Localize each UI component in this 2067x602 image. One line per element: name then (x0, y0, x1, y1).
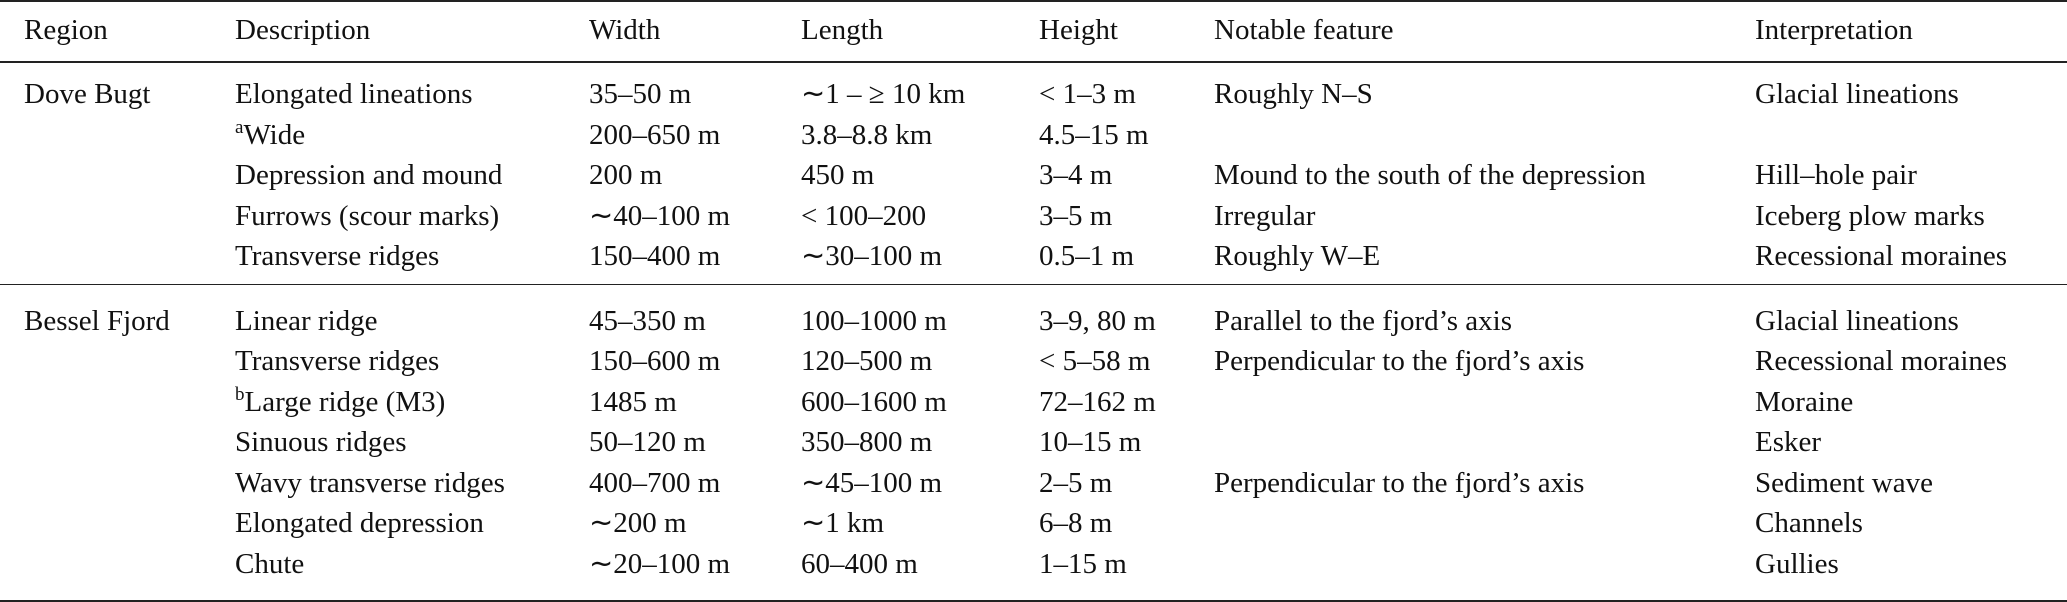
table-cell: < 100–200 (801, 199, 927, 232)
table-cell: Elongated lineations (235, 78, 473, 110)
table-rule (0, 283, 2067, 285)
column-header: Height (1039, 14, 1118, 46)
table-cell: ∼1 km (801, 507, 885, 539)
table-cell: 3–9, 80 m (1039, 304, 1156, 337)
table-cell: 450 m (801, 159, 875, 191)
table-cell: Transverse ridges (235, 240, 440, 272)
table-cell: Furrows (scour marks) (235, 199, 500, 232)
table-cell: ∼45–100 m (801, 466, 943, 499)
table-cell: ∼40–100 m (589, 199, 731, 232)
table-cell: 150–400 m (589, 240, 721, 272)
column-header: Notable feature (1214, 14, 1394, 46)
table-cell: 60–400 m (801, 547, 918, 580)
table-cell: ∼1 – ≥ 10 km (801, 78, 966, 110)
column-header: Interpretation (1755, 14, 1913, 46)
table-cell: 35–50 m (589, 78, 692, 110)
region-label: Dove Bugt (24, 78, 151, 110)
table-cell: 3–5 m (1039, 199, 1113, 232)
table-cell: 120–500 m (801, 345, 933, 377)
table-cell: 72–162 m (1039, 385, 1156, 418)
table-cell: 600–1600 m (801, 385, 947, 418)
table-cell: Glacial lineations (1755, 78, 1959, 110)
table-cell: 0.5–1 m (1039, 240, 1135, 272)
table-cell: 4.5–15 m (1039, 118, 1149, 151)
table-cell: Linear ridge (235, 304, 378, 337)
table-cell: Perpendicular to the fjord’s axis (1214, 466, 1585, 499)
table-cell: Esker (1755, 426, 1822, 458)
table-cell: aWide (235, 118, 305, 152)
table-cell: Irregular (1214, 199, 1316, 232)
table-cell: 350–800 m (801, 426, 933, 458)
table-cell: Glacial lineations (1755, 304, 1959, 337)
table-cell: Depression and mound (235, 159, 503, 191)
table-cell: Recessional moraines (1755, 345, 2008, 377)
table-rule (0, 61, 2067, 63)
table-cell: Roughly N–S (1214, 78, 1373, 110)
table-cell: Recessional moraines (1755, 240, 2008, 272)
table-cell: 3.8–8.8 km (801, 118, 933, 151)
table-cell: Sinuous ridges (235, 426, 407, 458)
table-cell: Perpendicular to the fjord’s axis (1214, 345, 1585, 377)
table-cell: Roughly W–E (1214, 240, 1381, 272)
table-cell: Mound to the south of the depression (1214, 159, 1646, 191)
table-cell: 1–15 m (1039, 547, 1127, 580)
table-cell: 45–350 m (589, 304, 706, 337)
table-rule (0, 600, 2067, 602)
table-cell: < 5–58 m (1039, 345, 1151, 377)
table-cell: ∼30–100 m (801, 240, 943, 272)
table-cell: 1485 m (589, 385, 677, 418)
table-cell: 100–1000 m (801, 304, 947, 337)
table-cell: Iceberg plow marks (1755, 199, 1985, 232)
table-cell: 2–5 m (1039, 466, 1113, 499)
footnote-mark: b (235, 383, 245, 405)
table-rule (0, 0, 2067, 2)
table-cell: Chute (235, 547, 305, 580)
region-label: Bessel Fjord (24, 304, 170, 337)
cell-text: Large ridge (M3) (244, 385, 446, 418)
table-cell: Channels (1755, 507, 1863, 539)
table-cell: 3–4 m (1039, 159, 1113, 191)
table-cell: Wavy transverse ridges (235, 466, 505, 499)
table-cell: 400–700 m (589, 466, 721, 499)
table-cell: < 1–3 m (1039, 78, 1136, 110)
table-cell: 150–600 m (589, 345, 721, 377)
table-cell: Gullies (1755, 547, 1839, 580)
table-cell: 6–8 m (1039, 507, 1113, 539)
table-cell: 200–650 m (589, 118, 721, 151)
column-header: Description (235, 14, 371, 46)
table-cell: Elongated depression (235, 507, 484, 539)
table-cell: 10–15 m (1039, 426, 1142, 458)
column-header: Width (589, 14, 661, 46)
column-header: Region (24, 14, 108, 46)
column-header: Length (801, 14, 884, 46)
table-cell: ∼200 m (589, 507, 687, 539)
table-cell: ∼20–100 m (589, 547, 731, 580)
table-cell: Hill–hole pair (1755, 159, 1917, 191)
table-cell: 200 m (589, 159, 663, 191)
table-cell: Parallel to the fjord’s axis (1214, 304, 1512, 337)
table-cell: 50–120 m (589, 426, 706, 458)
table-cell: bLarge ridge (M3) (235, 385, 445, 419)
table-cell: Sediment wave (1755, 466, 1933, 499)
table-cell: Transverse ridges (235, 345, 440, 377)
table-cell: Moraine (1755, 385, 1854, 418)
footnote-mark: a (235, 116, 244, 138)
cell-text: Wide (243, 118, 306, 151)
